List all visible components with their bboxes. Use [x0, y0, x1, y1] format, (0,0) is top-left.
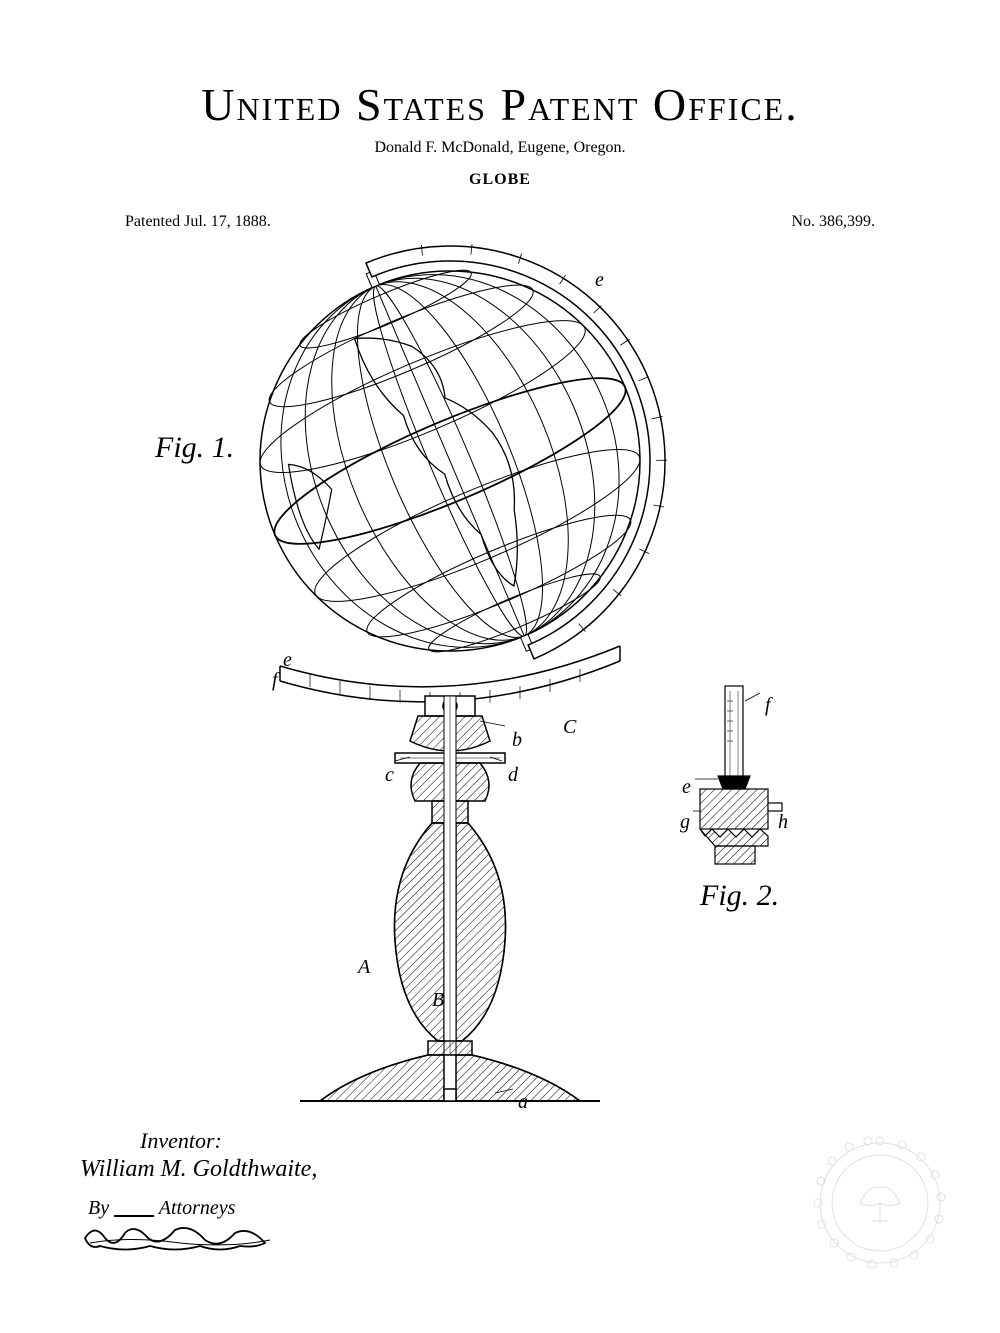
- attorney-signature: [80, 1218, 280, 1258]
- figure-1-label: Fig. 1.: [155, 431, 234, 465]
- patent-author: Donald F. McDonald, Eugene, Oregon.: [0, 139, 1000, 157]
- ref-label-e: e: [595, 269, 604, 292]
- inventor-label: Inventor:: [140, 1128, 317, 1154]
- patent-meta: Patented Jul. 17, 1888. No. 386,399.: [0, 189, 1000, 231]
- patent-footer: Inventor: William M. Goldthwaite, By Att…: [80, 1128, 317, 1263]
- ref-label-f: f: [272, 669, 278, 692]
- ref-label-g: g: [680, 811, 690, 834]
- patent-date: Patented Jul. 17, 1888.: [125, 213, 271, 231]
- ref-label-d: d: [508, 764, 518, 787]
- ref-label-e: e: [283, 649, 292, 672]
- ref-label-a: a: [518, 1091, 528, 1114]
- ref-label-f: f: [765, 694, 771, 717]
- invention-title: GLOBE: [0, 171, 1000, 189]
- patent-number: No. 386,399.: [791, 213, 875, 231]
- attorney-line: By Attorneys: [88, 1197, 317, 1220]
- globe-stand: [300, 696, 600, 1101]
- ref-label-c: c: [385, 764, 394, 787]
- ref-label-A: A: [358, 956, 370, 979]
- ref-label-B: B: [432, 989, 444, 1012]
- office-title: United States Patent Office.: [0, 78, 1000, 131]
- inventor-name: William M. Goldthwaite,: [80, 1156, 317, 1183]
- ref-label-b: b: [512, 729, 522, 752]
- ref-label-h: h: [778, 811, 788, 834]
- ref-label-C: C: [563, 716, 576, 739]
- patent-figures: Fig. 1. Fig. 2. eefCbcdABafegh: [0, 231, 1000, 1131]
- figure-2-label: Fig. 2.: [700, 879, 779, 913]
- patent-seal-icon: [810, 1133, 950, 1273]
- globe-drawing: [0, 231, 1000, 1131]
- ref-label-e: e: [682, 776, 691, 799]
- patent-header: United States Patent Office. Donald F. M…: [0, 0, 1000, 189]
